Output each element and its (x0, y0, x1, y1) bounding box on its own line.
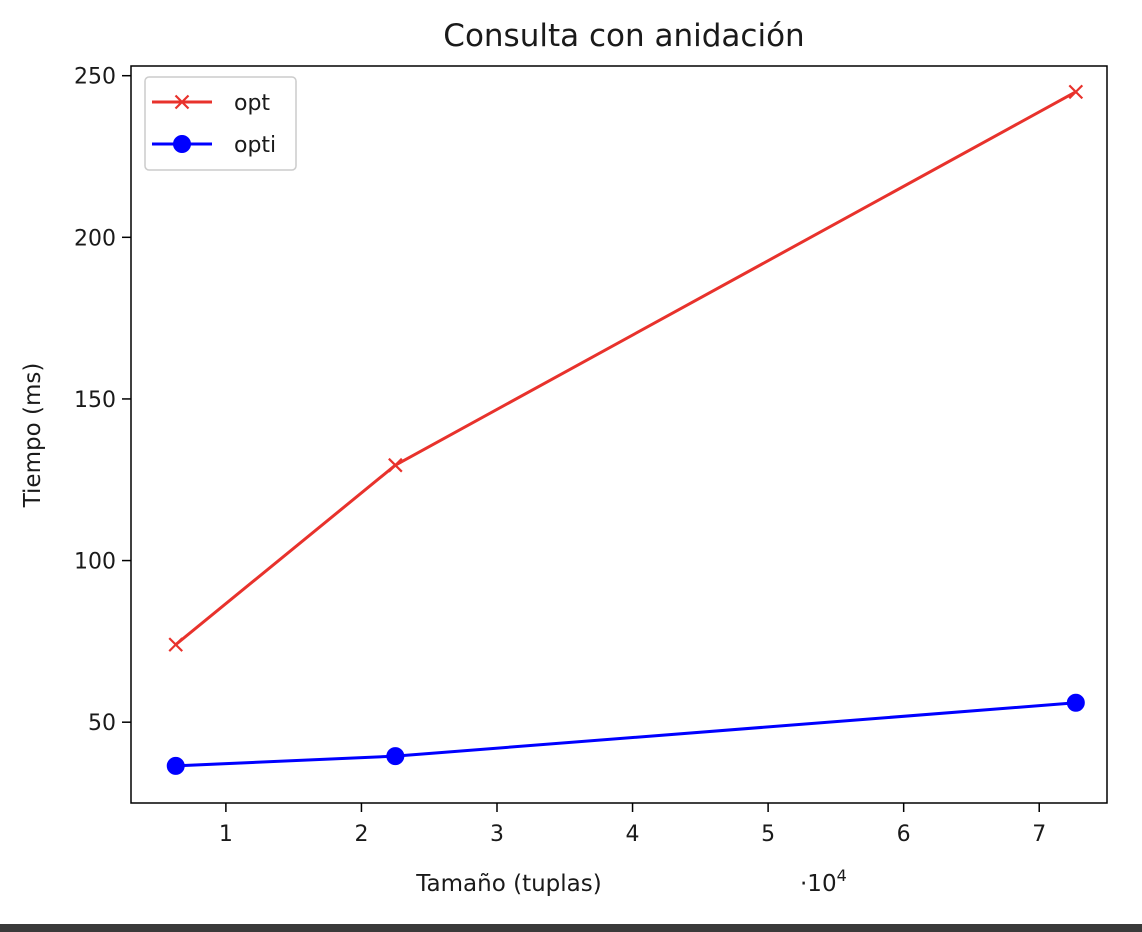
data-point-opt (168, 637, 184, 652)
x-tick-label: 2 (354, 822, 368, 847)
x-axis-multiplier: ·104 (800, 866, 847, 897)
series-line-opt (174, 90, 1077, 646)
data-point-opti (1066, 693, 1085, 712)
x-tick-label: 4 (626, 822, 640, 847)
series (166, 84, 1085, 775)
y-tick-label: 100 (74, 550, 116, 575)
x-axis-label: Tamaño (tuplas) (415, 871, 601, 897)
y-tick-label: 50 (88, 711, 116, 736)
data-point-opt (388, 457, 403, 473)
data-point-opti (166, 756, 185, 775)
x-axis-ticks: 1 2 3 4 5 6 7 (219, 803, 1046, 847)
window-bottom-bar (0, 924, 1142, 932)
legend-label-opt: opt (234, 91, 270, 116)
y-tick-label: 200 (74, 226, 116, 251)
x-tick-label: 5 (761, 822, 775, 847)
axes (130, 65, 1108, 804)
legend-label-opti: opti (234, 133, 276, 158)
legend-marker-opti (173, 135, 191, 153)
x-tick-label: 1 (219, 822, 233, 847)
data-point-opti (386, 747, 405, 766)
x-tick-label: 3 (490, 822, 504, 847)
y-axis-label: Tiempo (ms) (20, 363, 46, 509)
legend-marker-opt (174, 94, 190, 110)
x-tick-label: 6 (897, 822, 911, 847)
y-tick-label: 150 (74, 388, 116, 413)
chart-title: Consulta con anidación (443, 18, 804, 54)
x-tick-label: 7 (1032, 822, 1046, 847)
data-point-opt (1068, 84, 1084, 100)
y-tick-label: 250 (74, 65, 116, 90)
series-line-opti (175, 701, 1076, 768)
x-axis-multiplier-exponent: 4 (837, 866, 847, 885)
plot-frame (130, 65, 1108, 804)
x-axis-multiplier-base: ·10 (800, 871, 837, 897)
y-axis-ticks: 50 100 150 200 250 (74, 65, 131, 736)
legend: opt opti (144, 76, 297, 171)
